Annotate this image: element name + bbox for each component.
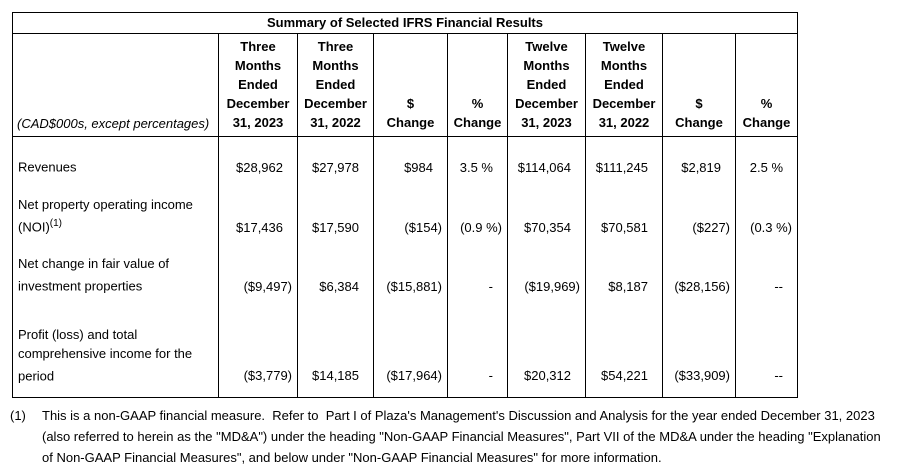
cell-value: ($28,156) [662, 248, 736, 308]
header-line: Ended [604, 77, 644, 92]
cell-value: ($227) [662, 188, 736, 249]
table-header-row: (CAD$000s, except percentages) Three Mon… [12, 33, 799, 137]
header-line: Change [675, 115, 723, 130]
cell-value: $54,221 [585, 307, 663, 398]
row-label-text: Profit (loss) and total comprehensive in… [18, 326, 193, 383]
header-line: December [304, 96, 367, 111]
col-header-twelve-months-2022: Twelve Months Ended December 31, 2022 [585, 33, 663, 137]
header-line: Change [742, 115, 791, 130]
cell-value: $111,245 [585, 136, 663, 189]
cell-value: - [447, 307, 508, 398]
header-line: 31, 2023 [232, 115, 284, 130]
header-line: Change [386, 115, 435, 130]
cell-value: $17,590 [297, 188, 374, 249]
header-line: 31, 2022 [310, 115, 361, 130]
col-header-percent-change-y: % Change [734, 33, 799, 137]
header-line: $ [406, 96, 415, 111]
header-line: $ [695, 96, 703, 111]
footnote-line: (also referred to herein as the "MD&A") … [42, 429, 881, 444]
footnote-line: of Non-GAAP Financial Measures", and bel… [42, 450, 662, 465]
header-line: Ended [238, 77, 278, 92]
cell-value: $70,354 [507, 188, 586, 249]
header-line: Months [600, 58, 648, 73]
footnote-marker: (1) [10, 408, 26, 423]
header-line: December [226, 96, 290, 111]
footnote: (1) This is a non-GAAP financial measure… [10, 405, 912, 467]
header-line: Twelve [602, 39, 646, 54]
cell-value: $70,581 [585, 188, 663, 249]
table-row-fair-value-change: Net change in fair value of investment p… [12, 248, 799, 308]
row-label: Revenues [12, 136, 219, 189]
row-label: Profit (loss) and total comprehensive in… [12, 307, 219, 398]
cell-value: - [447, 248, 508, 308]
row-label-text: Revenues [18, 159, 77, 175]
header-line: Twelve [525, 39, 568, 54]
cell-value: $27,978 [297, 136, 374, 189]
header-line: Months [523, 58, 570, 73]
col-header-units: (CAD$000s, except percentages) [12, 33, 219, 137]
cell-value: ($9,497) [218, 248, 298, 308]
header-line: % [471, 96, 484, 111]
cell-value: $6,384 [297, 248, 374, 308]
page: Summary of Selected IFRS Financial Resul… [0, 12, 912, 467]
cell-value: $20,312 [507, 307, 586, 398]
col-header-three-months-2023: Three Months Ended December 31, 2023 [218, 33, 298, 137]
header-line: December [592, 96, 656, 111]
header-line: % [760, 96, 773, 111]
table-title-row: Summary of Selected IFRS Financial Resul… [11, 12, 799, 34]
row-label-text: Net change in fair value of investment p… [18, 256, 170, 294]
cell-value: $14,185 [297, 307, 374, 398]
header-line: Ended [315, 77, 356, 92]
cell-value: $17,436 [218, 188, 298, 249]
cell-value: ($154) [373, 188, 448, 249]
cell-value: -- [734, 248, 799, 308]
row-label: Net change in fair value of investment p… [12, 248, 219, 308]
cell-value: $2,819 [662, 136, 736, 189]
cell-value: ($17,964) [373, 307, 448, 398]
col-header-three-months-2022: Three Months Ended December 31, 2022 [297, 33, 374, 137]
col-header-dollar-change-y: $ Change [662, 33, 736, 137]
footnote-ref: (1) [49, 218, 63, 230]
cell-value: ($19,969) [507, 248, 586, 308]
ifrs-results-table: Summary of Selected IFRS Financial Resul… [11, 12, 799, 398]
header-line: Change [453, 115, 502, 130]
col-header-twelve-months-2023: Twelve Months Ended December 31, 2023 [507, 33, 586, 137]
cell-value: 2.5 % [734, 136, 799, 189]
cell-value: $114,064 [507, 136, 586, 189]
footnote-line: This is a non-GAAP financial measure. Re… [42, 408, 875, 423]
cell-value: $8,187 [585, 248, 663, 308]
cell-value: $984 [373, 136, 448, 189]
table-title: Summary of Selected IFRS Financial Resul… [11, 12, 799, 34]
cell-value: ($33,909) [662, 307, 736, 398]
row-label: Net property operating income (NOI)(1) [12, 188, 219, 249]
header-line: 31, 2023 [521, 115, 572, 130]
table-row-noi: Net property operating income (NOI)(1) $… [12, 188, 799, 249]
header-line: December [515, 96, 578, 111]
header-line: 31, 2022 [598, 115, 650, 130]
header-line: Ended [526, 77, 567, 92]
cell-value: ($3,779) [218, 307, 298, 398]
header-line: Months [312, 58, 359, 73]
table-row-revenues: Revenues $28,962 $27,978 $984 3.5 % $114… [12, 136, 799, 189]
cell-value: $28,962 [218, 136, 298, 189]
header-line: Months [234, 58, 282, 73]
cell-value: (0.9 %) [447, 188, 508, 249]
header-line: Three [240, 39, 276, 54]
col-header-percent-change-q: % Change [447, 33, 508, 137]
row-label-text: Net property operating income (NOI) [18, 197, 193, 235]
header-line: Three [317, 39, 354, 54]
col-header-dollar-change-q: $ Change [373, 33, 448, 137]
cell-value: -- [734, 307, 799, 398]
table-row-profit-loss: Profit (loss) and total comprehensive in… [12, 307, 799, 398]
cell-value: 3.5 % [447, 136, 508, 189]
cell-value: ($15,881) [373, 248, 448, 308]
footnote-text: This is a non-GAAP financial measure. Re… [42, 405, 881, 467]
cell-value: (0.3 %) [734, 188, 799, 249]
